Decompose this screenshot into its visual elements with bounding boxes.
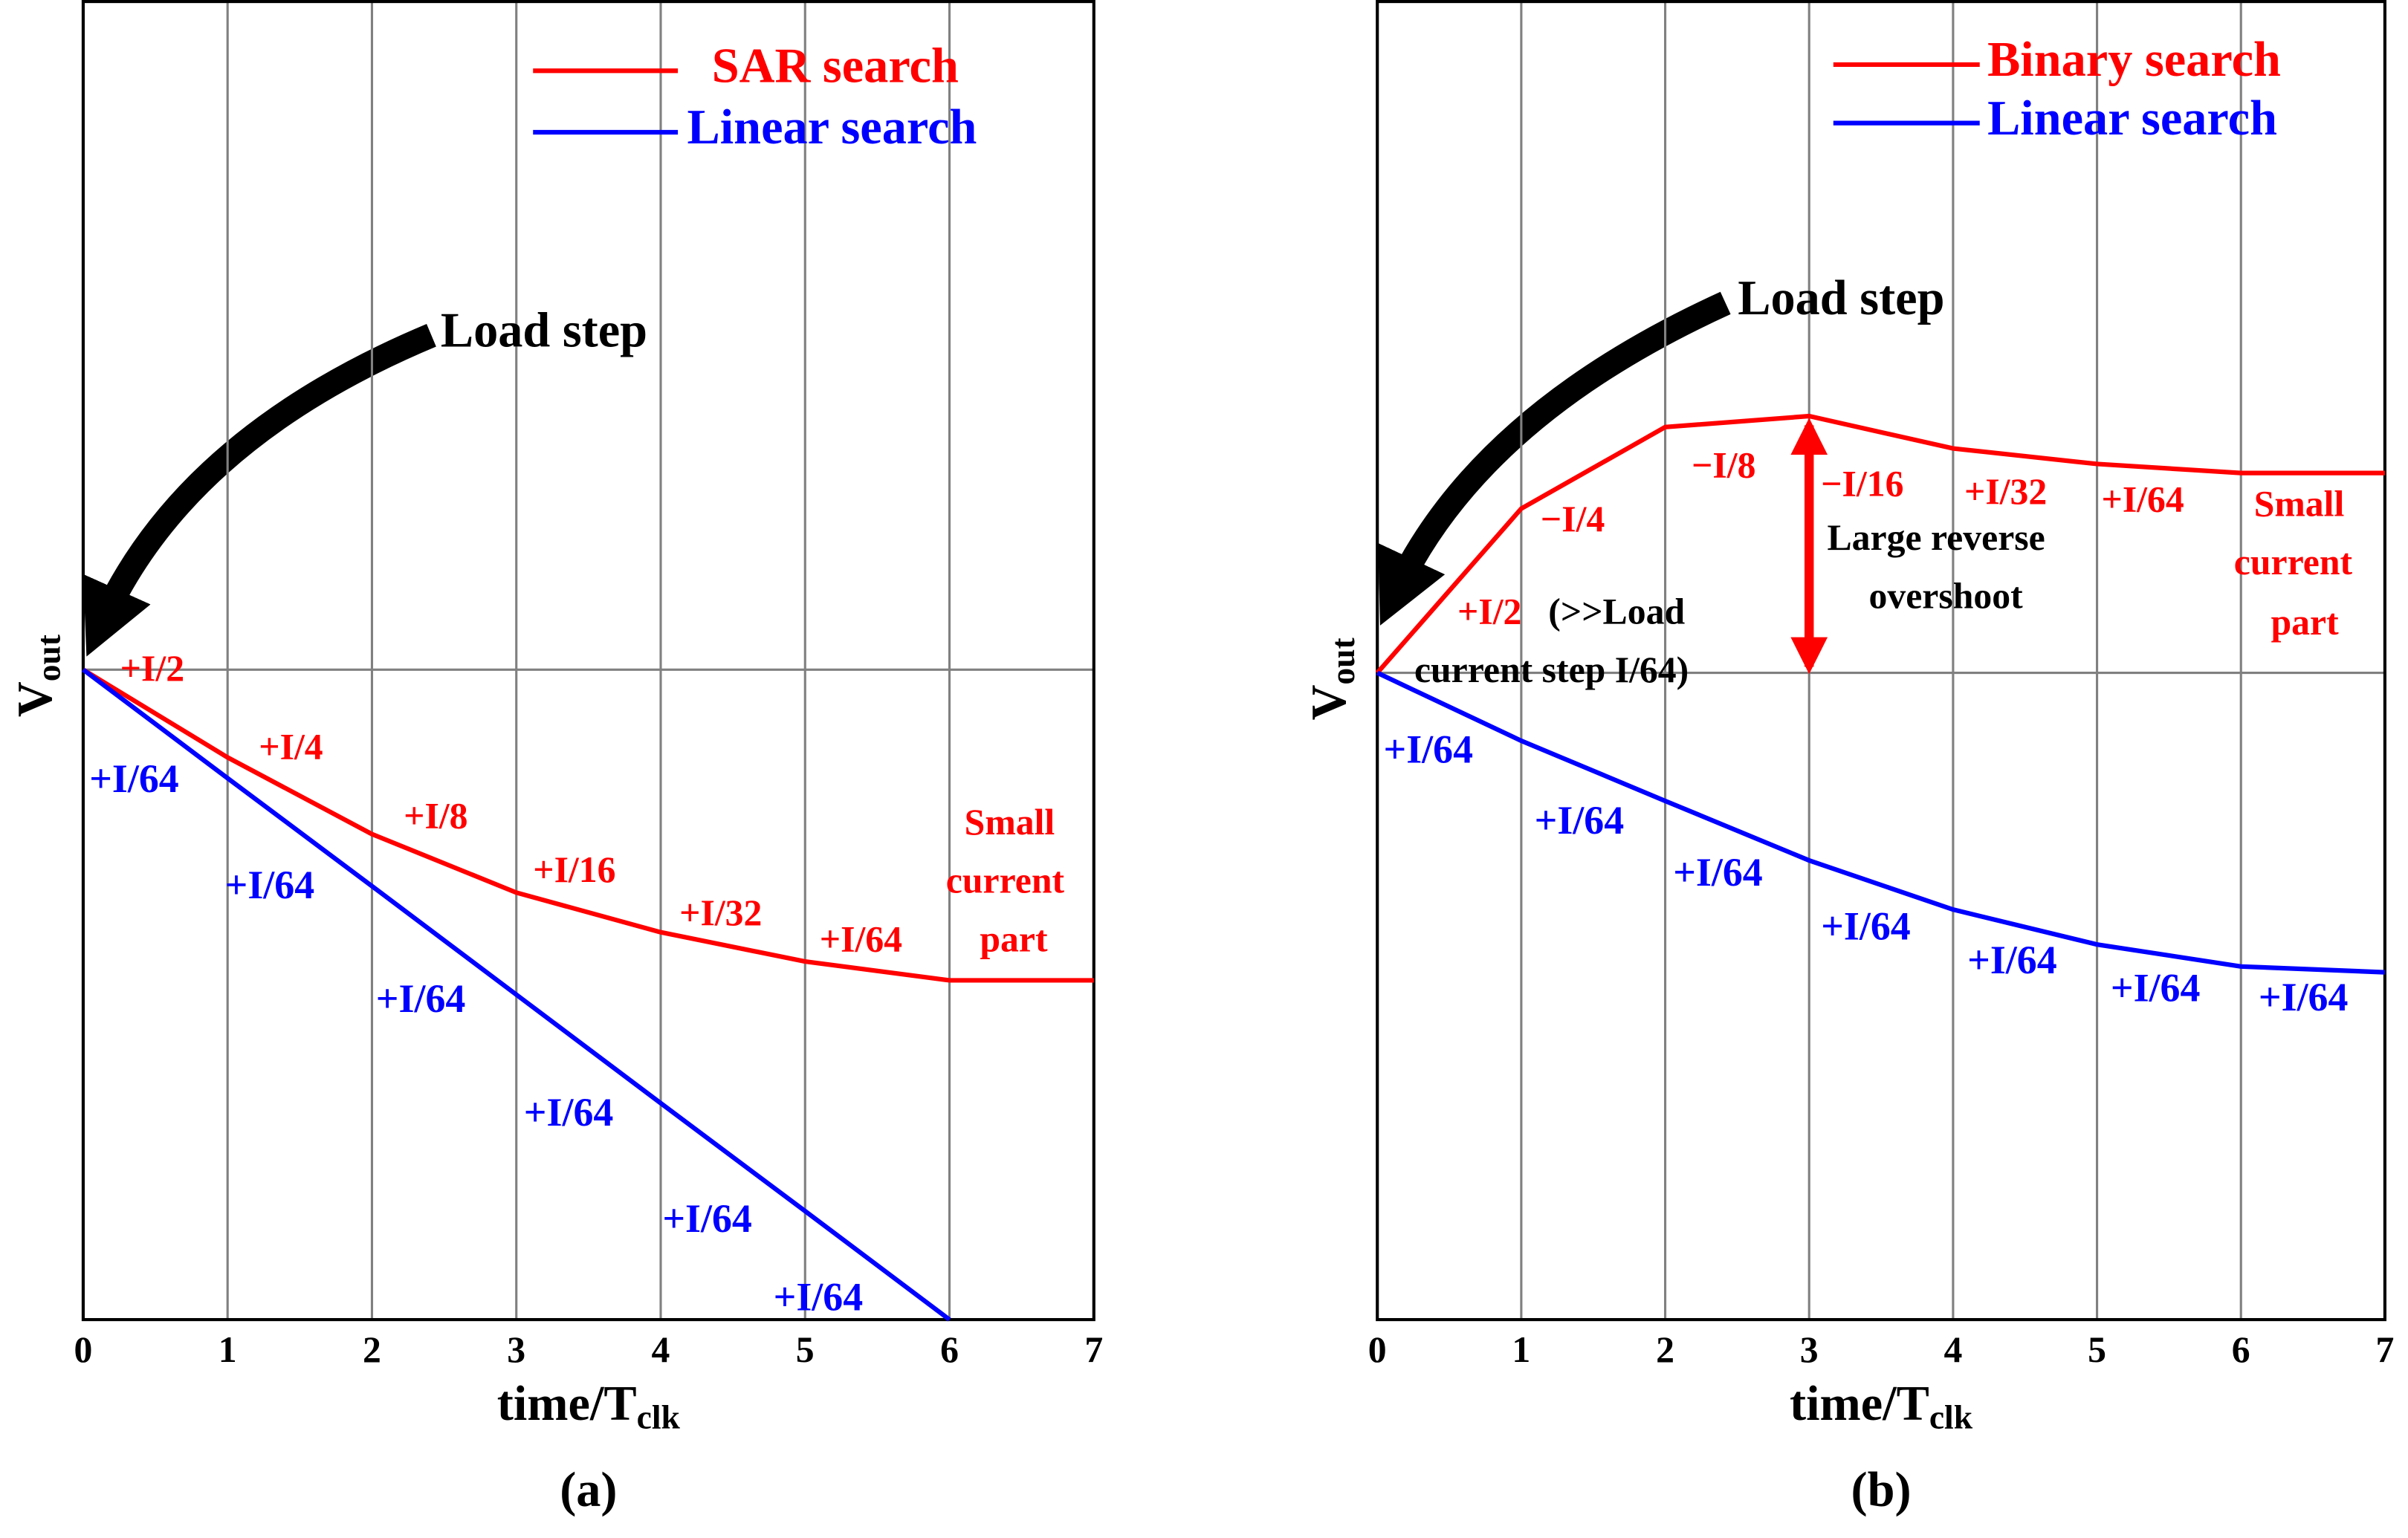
load-step-arrow [82,323,436,657]
annotation: current [946,860,1065,901]
y-axis-label-main: V [8,681,62,717]
data-line [1375,413,2385,675]
x-tick-label: 0 [1368,1329,1387,1370]
x-tick-label: 1 [1512,1329,1530,1370]
data-line [1376,670,2386,975]
legend-label: Binary search [1987,33,2281,87]
x-tick-label: 1 [219,1329,237,1370]
y-axis-label-sub: out [1324,637,1362,684]
annotation: +I/64 [1535,798,1625,843]
annotation: current [2234,542,2353,583]
annotation: Large reverse [1828,517,2045,558]
x-axis-label: time/Tclk [497,1377,681,1436]
x-tick-label: 6 [940,1329,959,1370]
annotation: Load step [441,303,647,357]
annotation: +I/64 [1383,727,1473,772]
annotation: +I/2 [1457,591,1521,632]
plot-frame [1376,0,2386,1322]
y-axis-label-main: V [1302,684,1356,720]
annotation: +I/64 [376,976,466,1021]
annotation: current step I/64) [1414,649,1689,690]
annotation: +I/64 [2259,975,2349,1019]
annotation: +I/64 [225,863,315,907]
panel-caption: (a) [560,1463,617,1517]
x-tick-label: 3 [507,1329,525,1370]
legend-label: SAR search [712,39,959,93]
x-axis-label-main: time/T [1790,1377,1929,1431]
x-tick-label: 4 [1943,1329,1962,1370]
annotation: −I/4 [1541,499,1605,539]
annotation: Small [2254,484,2345,525]
x-axis-label-main: time/T [497,1377,637,1431]
x-tick-label: 6 [2232,1329,2250,1370]
annotation: +I/64 [662,1196,752,1241]
panel-caption: (b) [1851,1463,1912,1517]
annotation: part [980,918,1048,959]
x-tick-label: 7 [2375,1329,2394,1370]
x-tick-label: 2 [1656,1329,1674,1370]
annotation: +I/64 [1673,850,1763,895]
x-tick-label: 4 [652,1329,670,1370]
x-tick-label: 7 [1084,1329,1103,1370]
x-axis-label-sub: clk [637,1398,681,1436]
annotation: +I/64 [1821,904,1911,949]
annotation: overshoot [1868,576,2023,617]
annotation: +I/8 [404,796,467,837]
annotation: (>>Load [1548,591,1685,632]
data-line [82,667,951,1322]
legend-label: Linear search [1987,91,2277,146]
annotation: part [2271,602,2340,643]
annotation: Small [965,802,1055,843]
plot-frame [81,0,1095,1322]
y-axis-label-sub: out [30,635,68,681]
annotation: +I/64 [2101,478,2184,519]
x-tick-label: 0 [74,1329,93,1370]
annotation: −I/16 [1821,464,1903,504]
load-step-arrow [1378,291,1731,626]
y-axis-label: Vout [1302,637,1362,720]
x-tick-label: 5 [2088,1329,2106,1370]
annotation: +I/2 [120,648,184,689]
annotation: +I/32 [1964,471,2047,512]
y-axis-label: Vout [8,635,68,717]
x-tick-label: 3 [1800,1329,1819,1370]
annotation: +I/64 [774,1275,864,1320]
data-line [82,667,1094,983]
legend-label: Linear search [687,100,977,155]
annotation: Load step [1738,271,1944,325]
annotation: +I/64 [2111,966,2201,1010]
annotation: +I/64 [89,756,179,801]
x-tick-label: 5 [796,1329,815,1370]
annotation: +I/32 [679,892,762,933]
x-axis-label-sub: clk [1929,1398,1973,1436]
x-axis-label: time/Tclk [1790,1377,1973,1436]
annotation: +I/64 [1967,938,2057,982]
annotation: +I/16 [533,849,615,890]
x-tick-label: 2 [363,1329,381,1370]
annotation: +I/4 [259,727,323,768]
annotation: +I/64 [524,1090,614,1135]
annotation: −I/8 [1692,445,1755,486]
annotation: +I/64 [820,918,902,959]
